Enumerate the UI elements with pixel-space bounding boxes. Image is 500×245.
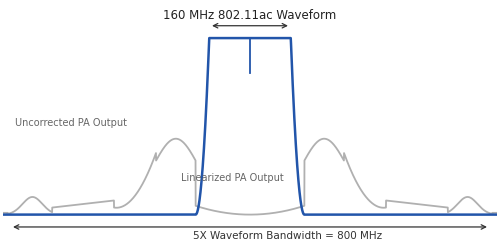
Text: 5X Waveform Bandwidth = 800 MHz: 5X Waveform Bandwidth = 800 MHz: [192, 231, 382, 241]
Text: Uncorrected PA Output: Uncorrected PA Output: [15, 118, 127, 128]
Text: 160 MHz 802.11ac Waveform: 160 MHz 802.11ac Waveform: [164, 9, 336, 22]
Text: Linearized PA Output: Linearized PA Output: [181, 172, 284, 183]
